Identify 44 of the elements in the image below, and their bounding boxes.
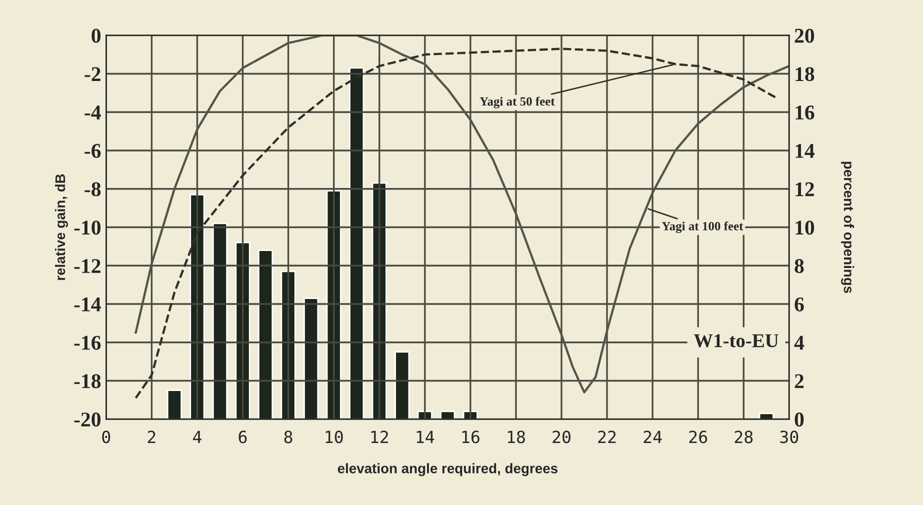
y2-tick-label: 12 xyxy=(796,182,814,196)
annotation: W1-to-EU xyxy=(694,334,778,348)
y2-tick-label: 0 xyxy=(794,412,804,427)
x-tick-label: 4 xyxy=(193,430,202,444)
x-axis-title: elevation angle required, degrees xyxy=(338,463,558,476)
y2-tick-label: 16 xyxy=(796,106,814,120)
y-tick-label: -18 xyxy=(74,374,101,388)
x-tick-label: 16 xyxy=(462,430,480,444)
y-tick-label: -14 xyxy=(74,297,101,312)
x-tick-label: 28 xyxy=(734,430,753,444)
x-tick-label: 6 xyxy=(238,430,247,444)
x-tick-label: 24 xyxy=(644,430,662,444)
y-tick-label: -16 xyxy=(74,336,101,350)
y-tick-label: -4 xyxy=(84,106,101,120)
x-tick-label: 26 xyxy=(689,430,708,444)
y-tick-label: -8 xyxy=(84,182,101,196)
y2-tick-label: 18 xyxy=(796,67,814,82)
x-tick-label: 10 xyxy=(326,430,343,444)
x-tick-label: 20 xyxy=(552,430,570,444)
y-axis-title: relative gain, dB xyxy=(54,174,68,280)
y2-tick-label: 4 xyxy=(794,336,804,350)
x-tick-label: 0 xyxy=(102,430,110,444)
y2-tick-label: 20 xyxy=(794,28,814,43)
y-tick-label: -20 xyxy=(74,412,100,427)
y-tick-label: -12 xyxy=(74,259,100,273)
x-tick-label: 30 xyxy=(780,430,798,444)
x-tick-label: 22 xyxy=(598,430,616,444)
y2-tick-label: 2 xyxy=(794,374,804,388)
y-tick-label: -10 xyxy=(74,220,100,235)
y-tick-label: 0 xyxy=(92,28,100,43)
annotation: Yagi at 50 feet xyxy=(480,96,555,108)
x-tick-label: 14 xyxy=(416,430,434,444)
y-tick-label: -6 xyxy=(84,144,101,158)
x-tick-label: 12 xyxy=(371,430,388,444)
x-tick-label: 8 xyxy=(284,430,292,444)
y2-tick-label: 8 xyxy=(794,259,804,274)
x-tick-label: 2 xyxy=(148,430,156,444)
y2-axis-title: percent of openings xyxy=(841,162,854,294)
y2-tick-label: 10 xyxy=(796,220,814,235)
x-tick-label: 18 xyxy=(508,430,525,444)
annotation: Yagi at 100 feet xyxy=(662,221,744,234)
y-tick-label: -2 xyxy=(84,67,100,81)
y2-tick-label: 14 xyxy=(796,144,814,158)
y2-tick-label: 6 xyxy=(794,297,804,312)
